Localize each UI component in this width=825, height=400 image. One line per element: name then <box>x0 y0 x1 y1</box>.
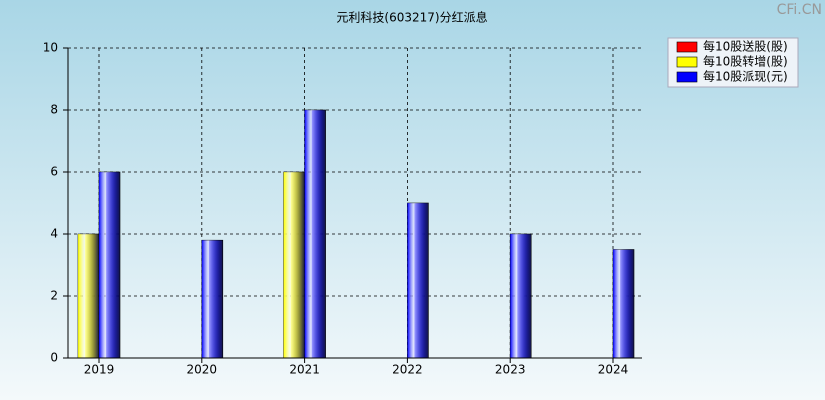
y-tick-label: 0 <box>50 351 58 365</box>
legend-swatch <box>676 71 698 83</box>
bar <box>98 171 121 359</box>
bar <box>201 239 224 359</box>
x-tick-label: 2023 <box>495 363 526 377</box>
legend-label: 每10股转增(股) <box>703 54 788 69</box>
bar <box>77 233 100 359</box>
legend-swatch <box>676 41 698 53</box>
chart-title: 元利科技(603217)分红派息 <box>336 10 487 25</box>
legend-swatch <box>676 56 698 68</box>
y-tick-label: 4 <box>50 227 58 241</box>
x-tick-label: 2022 <box>392 363 423 377</box>
bar <box>509 233 532 359</box>
x-tick-label: 2020 <box>187 363 218 377</box>
bar <box>407 202 429 359</box>
bar <box>612 249 635 359</box>
bar <box>304 109 326 359</box>
legend-label: 每10股派现(元) <box>703 69 788 84</box>
y-tick-label: 2 <box>50 289 58 303</box>
y-tick-label: 8 <box>50 103 58 117</box>
x-tick-label: 2024 <box>598 363 629 377</box>
bar <box>283 171 305 359</box>
y-tick-label: 6 <box>50 165 58 179</box>
x-tick-label: 2021 <box>289 363 320 377</box>
y-tick-label: 10 <box>43 41 58 55</box>
watermark: CFi.CN <box>777 2 822 18</box>
legend-label: 每10股送股(股) <box>703 39 788 54</box>
x-tick-label: 2019 <box>84 363 115 377</box>
